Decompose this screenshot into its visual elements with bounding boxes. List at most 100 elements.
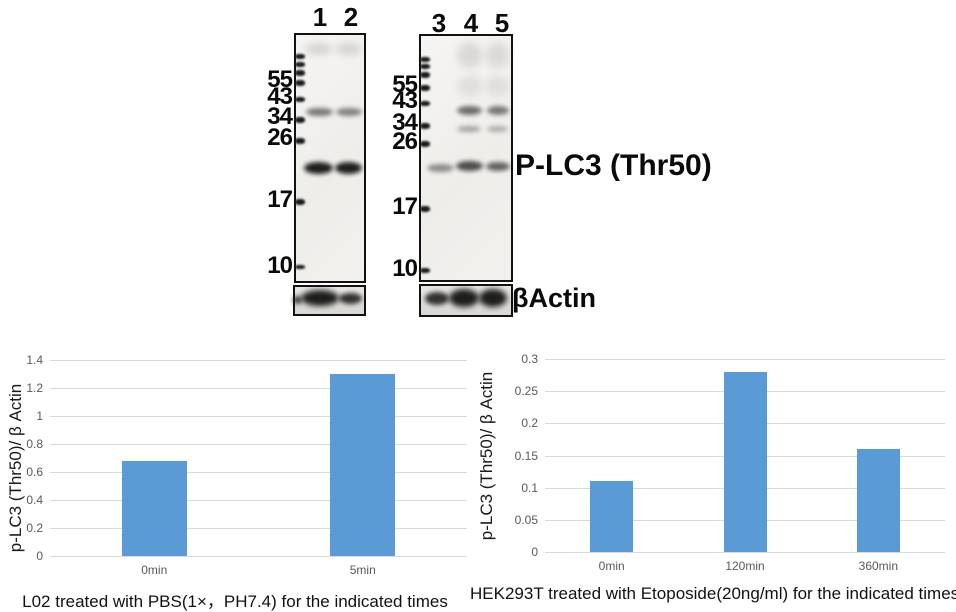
mw-55-panel-a: 55 xyxy=(267,66,293,93)
y-tick-label: 1.2 xyxy=(26,381,43,395)
ladder-mark-26 xyxy=(420,141,430,147)
y-axis-label: p-LC3 (Thr50)/ β Actin xyxy=(477,371,496,541)
ladder-mark xyxy=(295,54,305,59)
ladder-mark-43 xyxy=(295,97,305,102)
band-35kda-lane2 xyxy=(336,108,362,116)
mw-17-panel-a: 17 xyxy=(267,186,293,213)
band-35kda-lane1 xyxy=(306,108,333,116)
gridline xyxy=(50,528,467,529)
ladder-mark-43 xyxy=(420,101,430,106)
mw-17-panel-b: 17 xyxy=(392,193,418,220)
background-smear xyxy=(486,42,509,68)
bar-5min xyxy=(330,374,396,556)
ladder-mark xyxy=(420,57,430,62)
plot-area: 0 0.05 0.1 0.15 0.2 0.25 0.3 0min 120min 360min xyxy=(515,352,945,573)
y-tick-label: 0.8 xyxy=(26,437,43,451)
x-category-label: 0min xyxy=(141,563,168,577)
y-tick-label: 1.4 xyxy=(26,353,43,367)
band-30kda-lane4 xyxy=(457,126,481,132)
ladder-mark-17 xyxy=(295,199,305,205)
y-tick-label: 0.25 xyxy=(514,384,538,399)
gridline xyxy=(545,552,945,553)
ladder-mark-34 xyxy=(295,117,305,123)
gridline xyxy=(545,359,945,360)
blot-panel-a xyxy=(294,33,366,283)
x-category-label: 120min xyxy=(725,559,765,573)
gridline xyxy=(50,388,467,389)
x-category-label: 360min xyxy=(858,559,899,573)
band-plc3-lane3 xyxy=(427,164,454,172)
bactin-band-lane1 xyxy=(301,290,339,306)
ladder-mark-17 xyxy=(420,206,430,212)
plot-area: 0 0.2 0.4 0.6 0.8 1 1.2 1.4 0min 5min xyxy=(26,353,467,577)
bactin-band-lane5 xyxy=(479,289,507,307)
lane-number-5: 5 xyxy=(494,8,510,38)
ladder-mark xyxy=(295,70,305,76)
gridline xyxy=(50,416,467,417)
mw-26-panel-a: 26 xyxy=(267,124,293,151)
chart-caption: HEK293T treated with Etoposide(20ng/ml) … xyxy=(470,584,956,603)
ladder-mark-26 xyxy=(295,138,305,144)
bactin-strip-b xyxy=(419,284,513,317)
bactin-band-lane3 xyxy=(425,292,449,305)
gridline xyxy=(50,472,467,473)
blot-band-label: P-LC3 (Thr50) xyxy=(515,149,712,182)
y-tick-label: 0.6 xyxy=(26,465,43,479)
x-category-label: 0min xyxy=(598,559,625,573)
ladder-mark-10 xyxy=(420,268,430,273)
lane-number-3: 3 xyxy=(431,8,447,38)
band-38kda-lane5 xyxy=(487,106,509,115)
bar-120min xyxy=(723,371,767,552)
gridline xyxy=(50,444,467,445)
chart-etoposide: p-LC3 (Thr50)/ β Actin 0 0.05 0.1 0.15 0.2 0.… xyxy=(470,350,956,612)
band-plc3-lane4 xyxy=(456,161,483,171)
mw-26-panel-b: 26 xyxy=(392,128,418,155)
bactin-band-edge xyxy=(293,296,302,304)
chart-pbs: p-LC3 (Thr50)/ β Actin 0 0.2 0.4 0.6 0.8 1 1.2… xyxy=(0,350,470,612)
mw-10-panel-b: 10 xyxy=(392,255,418,282)
ladder-mark xyxy=(420,72,430,78)
chart-caption: L02 treated with PBS(1×，PH7.4) for the i… xyxy=(22,592,448,611)
y-tick-label: 0 xyxy=(531,545,538,559)
y-tick-label: 0 xyxy=(36,549,43,563)
background-smear xyxy=(486,76,509,96)
band-38kda-lane4 xyxy=(457,106,482,115)
y-tick-label: 0.2 xyxy=(521,416,538,431)
background-smear xyxy=(457,42,482,68)
band-plc3-lane5 xyxy=(486,162,510,171)
ladder-mark xyxy=(295,62,305,67)
mw-34-panel-b: 34 xyxy=(392,109,418,136)
y-tick-label: 0.3 xyxy=(521,352,538,366)
bar-360min xyxy=(856,449,900,552)
ladder-mark xyxy=(420,64,430,69)
blot-panel-b xyxy=(419,34,513,282)
mw-10-panel-a: 10 xyxy=(267,252,293,279)
band-plc3-lane1 xyxy=(304,162,333,174)
gridline xyxy=(50,556,467,557)
ladder-mark-34 xyxy=(420,123,430,129)
band-30kda-lane5 xyxy=(487,126,508,132)
gridline xyxy=(50,500,467,501)
y-tick-label: 1 xyxy=(36,409,43,423)
y-tick-label: 0.2 xyxy=(26,521,43,535)
lane-number-2: 2 xyxy=(343,2,359,32)
ladder-mark-10 xyxy=(295,265,305,269)
y-tick-label: 0.4 xyxy=(26,493,43,507)
y-axis-label: p-LC3 (Thr50)/ β Actin xyxy=(6,383,25,553)
background-smear xyxy=(457,76,482,96)
ladder-mark-55 xyxy=(420,85,430,91)
mw-43-panel-b: 43 xyxy=(392,87,418,114)
gridline xyxy=(50,360,467,361)
bar-0min xyxy=(590,481,634,552)
ladder-mark-55 xyxy=(295,80,305,86)
mw-55-panel-b: 55 xyxy=(392,71,418,98)
bactin-strip-a xyxy=(293,285,366,316)
mw-34-panel-a: 34 xyxy=(267,103,293,130)
x-category-label: 5min xyxy=(349,563,376,577)
background-smear xyxy=(336,43,361,55)
bactin-band-lane4 xyxy=(449,289,479,307)
mw-43-panel-a: 43 xyxy=(267,83,293,110)
y-tick-label: 0.05 xyxy=(514,512,538,527)
loading-control-label: βActin xyxy=(512,283,596,313)
